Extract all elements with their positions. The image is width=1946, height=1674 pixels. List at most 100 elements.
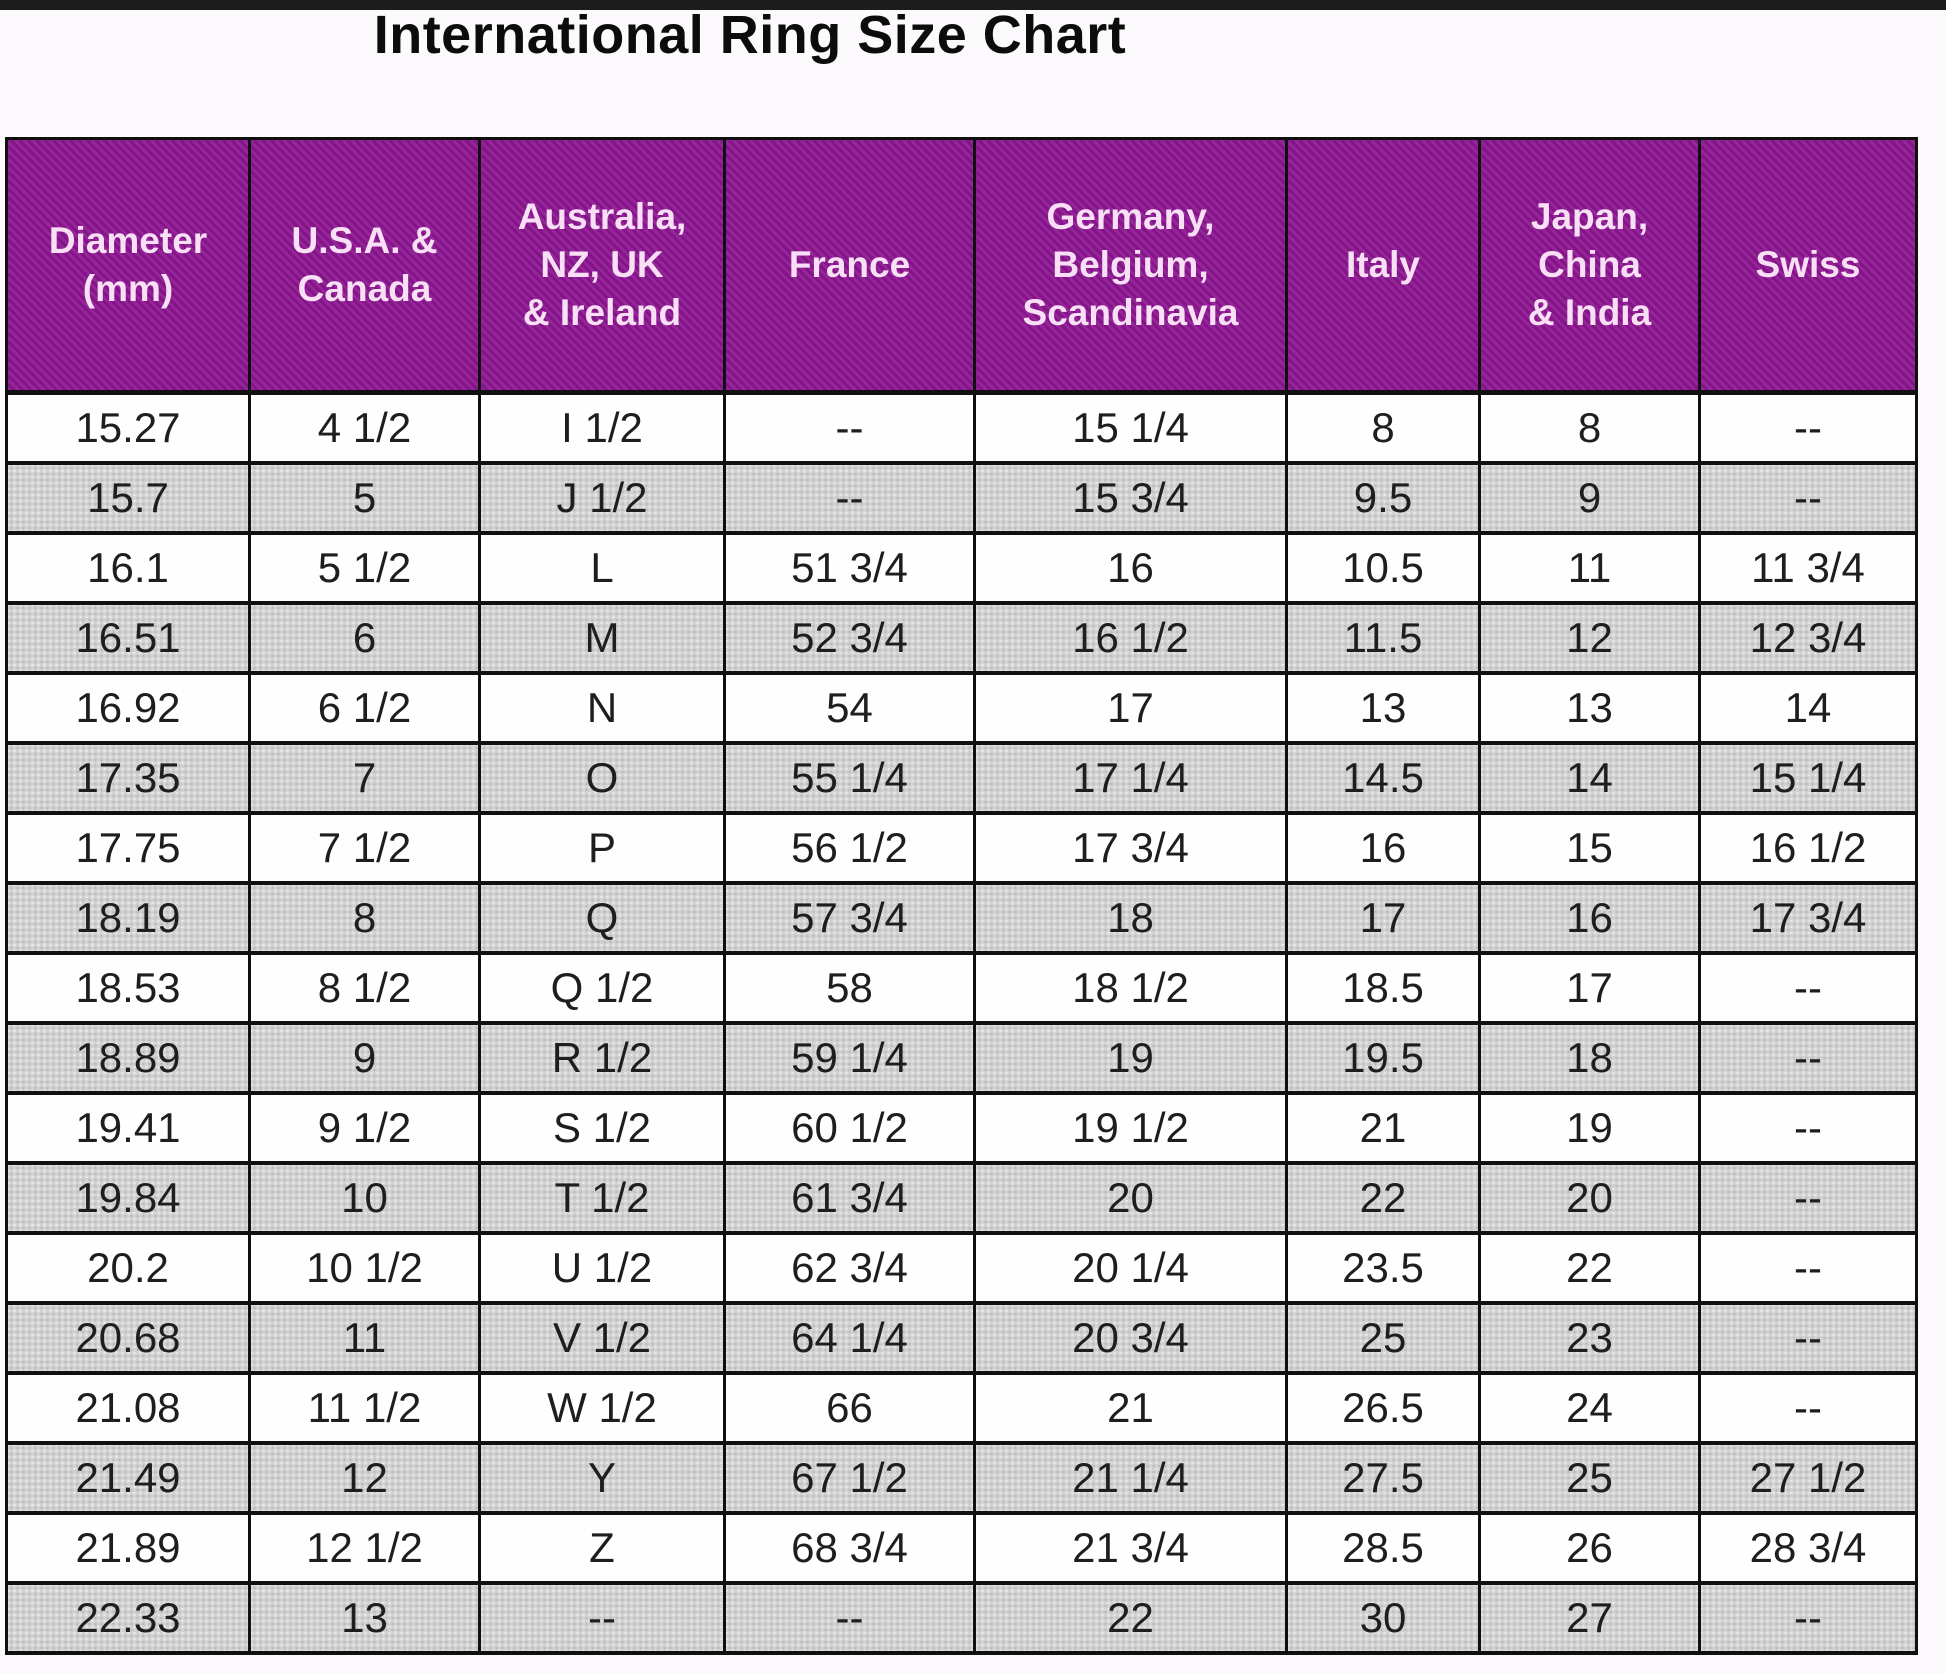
table-cell: 9.5 <box>1285 461 1481 535</box>
table-cell: 17 3/4 <box>973 811 1288 885</box>
table-cell: 20.2 <box>5 1231 251 1305</box>
table-cell: 13 <box>248 1581 481 1655</box>
column-header-diameter: Diameter (mm) <box>5 137 251 395</box>
table-cell: 20 3/4 <box>973 1301 1288 1375</box>
table-cell: U 1/2 <box>478 1231 726 1305</box>
table-row: 19.84 10 T 1/2 61 3/4 20 22 20 -- <box>5 1161 1918 1235</box>
table-cell: 57 3/4 <box>723 881 976 955</box>
table-cell: -- <box>723 390 976 465</box>
table-cell: Q 1/2 <box>478 951 726 1025</box>
table-cell: 16 <box>973 531 1288 605</box>
column-header-italy: Italy <box>1285 137 1481 395</box>
table-cell: 23 <box>1478 1301 1701 1375</box>
table-cell: R 1/2 <box>478 1021 726 1095</box>
table-cell: 17 <box>973 671 1288 745</box>
table-cell: T 1/2 <box>478 1161 726 1235</box>
table-cell: 21 1/4 <box>973 1441 1288 1515</box>
table-cell: M <box>478 601 726 675</box>
table-cell: 5 1/2 <box>248 531 481 605</box>
table-cell: -- <box>1698 1021 1918 1095</box>
table-cell: -- <box>1698 1371 1918 1445</box>
table-cell: 11 <box>248 1301 481 1375</box>
table-cell: 9 1/2 <box>248 1091 481 1165</box>
table-cell: 18 1/2 <box>973 951 1288 1025</box>
table-cell: 22.33 <box>5 1581 251 1655</box>
table-cell: 20 <box>973 1161 1288 1235</box>
table-cell: -- <box>1698 951 1918 1025</box>
column-header-australia-nz-uk-ireland: Australia, NZ, UK & Ireland <box>478 137 726 395</box>
table-cell: 14 <box>1698 671 1918 745</box>
table-cell: 16.92 <box>5 671 251 745</box>
table-cell: 20.68 <box>5 1301 251 1375</box>
table-cell: 24 <box>1478 1371 1701 1445</box>
table-cell: 27 1/2 <box>1698 1441 1918 1515</box>
table-cell: Y <box>478 1441 726 1515</box>
table-cell: 20 1/4 <box>973 1231 1288 1305</box>
table-container: Diameter (mm) U.S.A. & Canada Australia,… <box>5 137 1918 1655</box>
table-cell: 9 <box>1478 461 1701 535</box>
table-cell: Z <box>478 1511 726 1585</box>
table-header-row: Diameter (mm) U.S.A. & Canada Australia,… <box>5 137 1918 395</box>
table-cell: -- <box>723 1581 976 1655</box>
table-row: 18.89 9 R 1/2 59 1/4 19 19.5 18 -- <box>5 1021 1918 1095</box>
table-cell: 8 1/2 <box>248 951 481 1025</box>
table-cell: 26.5 <box>1285 1371 1481 1445</box>
table-cell: 16 <box>1285 811 1481 885</box>
table-cell: -- <box>478 1581 726 1655</box>
table-cell: 20 <box>1478 1161 1701 1235</box>
column-header-germany-belgium-scandinavia: Germany, Belgium, Scandinavia <box>973 137 1288 395</box>
table-cell: 18 <box>973 881 1288 955</box>
table-cell: 21 <box>1285 1091 1481 1165</box>
table-cell: 67 1/2 <box>723 1441 976 1515</box>
table-row: 16.51 6 M 52 3/4 16 1/2 11.5 12 12 3/4 <box>5 601 1918 675</box>
table-row: 20.68 11 V 1/2 64 1/4 20 3/4 25 23 -- <box>5 1301 1918 1375</box>
table-cell: 12 1/2 <box>248 1511 481 1585</box>
page-title: International Ring Size Chart <box>373 5 1127 65</box>
table-row: 16.92 6 1/2 N 54 17 13 13 14 <box>5 671 1918 745</box>
table-cell: 8 <box>248 881 481 955</box>
table-cell: 21.89 <box>5 1511 251 1585</box>
table-row: 19.41 9 1/2 S 1/2 60 1/2 19 1/2 21 19 -- <box>5 1091 1918 1165</box>
column-header-japan-china-india: Japan, China & India <box>1478 137 1701 395</box>
table-cell: 58 <box>723 951 976 1025</box>
table-cell: 64 1/4 <box>723 1301 976 1375</box>
table-cell: 56 1/2 <box>723 811 976 885</box>
table-cell: 14 <box>1478 741 1701 815</box>
table-cell: J 1/2 <box>478 461 726 535</box>
table-cell: -- <box>1698 1301 1918 1375</box>
table-cell: -- <box>1698 1581 1918 1655</box>
table-cell: W 1/2 <box>478 1371 726 1445</box>
table-cell: 15.27 <box>5 390 251 465</box>
table-cell: 27.5 <box>1285 1441 1481 1515</box>
table-cell: 11 3/4 <box>1698 531 1918 605</box>
ring-size-table: Diameter (mm) U.S.A. & Canada Australia,… <box>5 137 1918 1655</box>
table-cell: 51 3/4 <box>723 531 976 605</box>
table-cell: 5 <box>248 461 481 535</box>
table-cell: 21 3/4 <box>973 1511 1288 1585</box>
table-cell: 25 <box>1478 1441 1701 1515</box>
table-cell: 22 <box>1285 1161 1481 1235</box>
table-row: 22.33 13 -- -- 22 30 27 -- <box>5 1581 1918 1655</box>
table-cell: 16.1 <box>5 531 251 605</box>
table-cell: 21.08 <box>5 1371 251 1445</box>
column-header-france: France <box>723 137 976 395</box>
table-cell: 54 <box>723 671 976 745</box>
top-border-bar <box>0 0 1946 10</box>
table-cell: O <box>478 741 726 815</box>
table-cell: 9 <box>248 1021 481 1095</box>
table-cell: 17 <box>1285 881 1481 955</box>
table-cell: 10 1/2 <box>248 1231 481 1305</box>
table-cell: 22 <box>1478 1231 1701 1305</box>
table-cell: 10.5 <box>1285 531 1481 605</box>
table-cell: 61 3/4 <box>723 1161 976 1235</box>
table-cell: 4 1/2 <box>248 390 481 465</box>
table-cell: Q <box>478 881 726 955</box>
title-container: International Ring Size Chart <box>0 4 1500 66</box>
table-cell: 15.7 <box>5 461 251 535</box>
table-cell: 16 1/2 <box>973 601 1288 675</box>
table-cell: -- <box>1698 1231 1918 1305</box>
table-cell: P <box>478 811 726 885</box>
table-row: 18.53 8 1/2 Q 1/2 58 18 1/2 18.5 17 -- <box>5 951 1918 1025</box>
table-cell: 21.49 <box>5 1441 251 1515</box>
table-cell: 22 <box>973 1581 1288 1655</box>
